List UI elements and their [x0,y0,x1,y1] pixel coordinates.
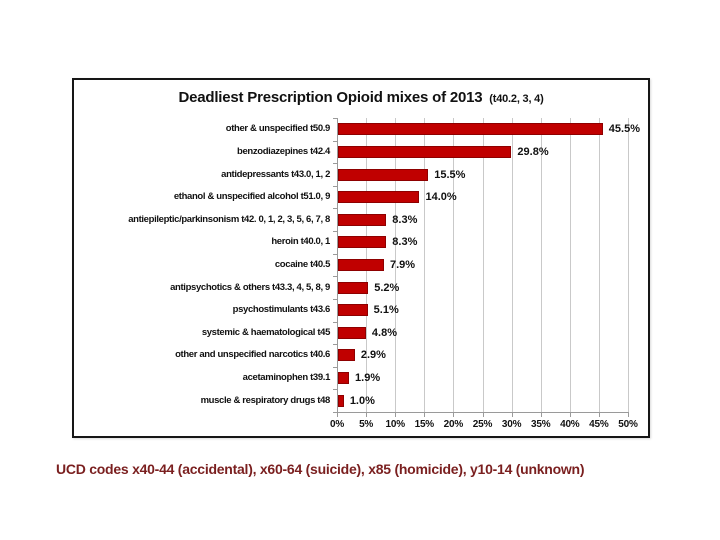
x-axis-tick-label: 40% [560,419,580,430]
category-axis-tick [333,140,337,142]
category-label: antiepileptic/parkinsonism t42. 0, 1, 2,… [128,213,330,225]
value-label: 1.9% [355,372,381,385]
value-label: 8.3% [392,213,418,226]
gridline [424,118,426,412]
x-axis-tick-label: 5% [359,419,374,430]
x-axis-tick [540,412,542,417]
category-label: cocaine t40.5 [274,259,330,270]
chart-title-text: Deadliest Prescription Opioid mixes of 2… [178,89,483,106]
chart-title: Deadliest Prescription Opioid mixes of 2… [74,89,648,106]
category-label: muscle & respiratory drugs t48 [200,394,331,406]
caption: UCD codes x40-44 (accidental), x60-64 (s… [56,461,585,477]
x-axis-tick-label: 15% [414,419,435,430]
x-axis-tick [569,412,571,417]
gridline [453,118,455,412]
x-axis-tick-label: 25% [472,419,493,430]
x-axis-tick [482,412,484,417]
plot-area: 0% 5% 10% 15% 20% 25% 30% 35% 40% 45% 50% other & u… [74,80,648,436]
category-label: ethanol & unspecified alcohol t51.0, 9 [173,191,331,203]
value-label: 15.5% [434,168,466,181]
x-axis-tick-label: 30% [501,419,522,430]
gridline [395,118,397,412]
bar [338,236,387,249]
gridline [540,118,542,412]
x-axis-tick-label: 10% [385,419,405,430]
x-axis-tick [366,412,368,417]
x-axis-tick [453,412,455,417]
category-axis-tick [333,412,337,413]
category-label: acetaminophen t39.1 [242,372,331,384]
bar [338,281,369,294]
x-axis-tick-label: 50% [618,419,638,430]
x-axis-line [337,412,629,413]
x-axis-tick [511,412,513,417]
bar [338,304,368,317]
value-label: 29.8% [517,145,549,158]
category-axis-tick [333,185,337,187]
x-axis-tick [337,412,338,417]
category-axis-tick [333,344,337,346]
category-axis-tick [333,276,337,278]
category-label: psychostimulants t43.6 [232,304,331,316]
gridline [628,118,629,412]
category-axis-tick [333,163,337,165]
value-label: 14.0% [425,191,457,204]
category-label: benzodiazepines t42.4 [237,145,330,157]
category-label: other & unspecified t50.9 [225,123,331,135]
bar [338,372,350,385]
x-axis-tick-label: 0% [329,419,345,430]
value-label: 4.8% [371,326,397,339]
bar [338,168,429,181]
category-label: antidepressants t43.0, 1, 2 [221,168,330,180]
value-label: 7.9% [389,259,416,271]
category-axis-tick [333,231,337,233]
bar [338,191,420,204]
chart-title-note-text: (t40.2, 3, 4) [489,93,544,105]
x-axis-tick-label: 45% [589,419,609,430]
category-axis-tick [333,118,337,119]
chart-panel: Deadliest Prescription Opioid mixes of 2… [72,78,650,438]
bar [338,394,344,407]
category-label: other and unspecified narcotics t40.6 [175,349,330,361]
x-axis-tick [628,412,629,417]
value-label: 45.5% [608,123,640,136]
category-axis-tick [333,389,337,391]
category-axis-tick [333,253,337,255]
category-axis-tick [333,366,337,368]
x-axis-tick [424,412,426,417]
category-label: systemic & haematological t45 [201,326,331,338]
x-axis-tick-label: 20% [443,419,464,430]
category-axis-tick [333,208,337,210]
value-label: 5.1% [373,304,399,317]
bar [338,349,355,362]
gridline [569,118,571,412]
category-axis-tick [333,298,337,300]
gridline [482,118,484,412]
bar [338,213,387,226]
gridline [511,118,513,412]
bar [338,326,366,339]
bar [338,145,512,158]
gridline [598,118,600,412]
x-axis-tick-label: 35% [530,419,551,430]
category-axis-line [337,118,338,412]
bar [338,259,384,271]
category-axis-tick [333,321,337,323]
value-label: 5.2% [374,281,400,294]
x-axis-tick [598,412,600,417]
bar [338,123,603,136]
value-label: 1.0% [349,394,375,407]
value-label: 8.3% [392,236,418,249]
x-axis-tick [395,412,397,417]
category-label: antipsychotics & others t43.3, 4, 5, 8, … [170,281,330,293]
value-label: 2.9% [360,349,386,362]
category-label: heroin t40.0, 1 [271,236,330,248]
